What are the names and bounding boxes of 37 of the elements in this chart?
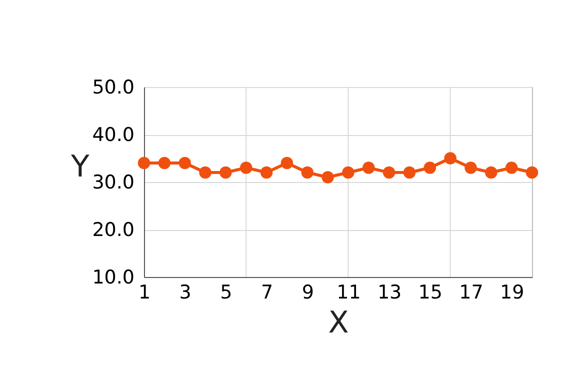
- point: [240, 162, 252, 174]
- x-axis-title: X: [328, 306, 349, 340]
- point: [178, 156, 191, 170]
- point: [138, 156, 150, 170]
- point: [342, 166, 354, 179]
- point: [526, 166, 538, 179]
- point: [158, 156, 171, 170]
- y-tick-label: 50.0: [92, 76, 134, 98]
- point: [382, 166, 396, 179]
- point: [280, 156, 294, 170]
- x-tick-label: 9: [302, 282, 314, 304]
- x-tick-label: 13: [377, 282, 402, 304]
- point: [424, 162, 436, 174]
- y-tick-label: 40.0: [92, 124, 134, 146]
- x-tick-label: 17: [459, 282, 484, 304]
- point: [199, 166, 212, 179]
- point: [322, 171, 334, 184]
- x-tick-label: 11: [336, 282, 361, 304]
- x-tick-label: 1: [138, 282, 151, 304]
- point: [362, 162, 375, 174]
- point: [220, 166, 232, 179]
- y-axis-title: Y: [70, 150, 90, 184]
- point: [485, 166, 498, 179]
- x-tick-label: 7: [260, 282, 274, 304]
- x-tick-label: 19: [500, 282, 524, 304]
- point: [301, 166, 314, 179]
- x-tick-label: 15: [418, 282, 442, 304]
- x-tick-label: 5: [220, 282, 232, 304]
- point: [464, 162, 477, 174]
- y-tick-label: 10.0: [92, 266, 134, 288]
- x-tick-label: 3: [179, 282, 192, 304]
- point: [403, 166, 416, 179]
- y-tick-label: 30.0: [92, 172, 134, 194]
- point: [444, 152, 456, 164]
- point: [260, 166, 273, 179]
- y-tick-label: 20.0: [92, 219, 134, 241]
- point: [505, 162, 518, 174]
